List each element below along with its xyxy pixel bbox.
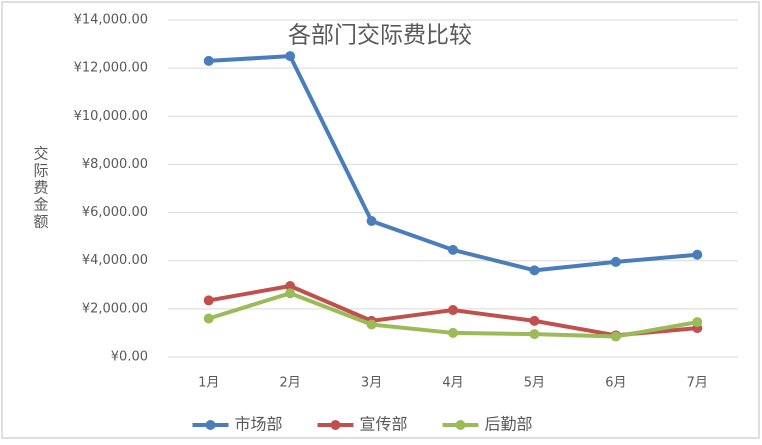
y-tick-label: ¥2,000.00 [82,301,148,316]
data-point [529,329,540,340]
x-tick-label: 1月 [198,376,219,391]
data-point [366,319,377,330]
data-point [203,313,214,324]
data-point [366,215,377,226]
data-point [692,249,703,260]
x-tick-label: 2月 [280,376,301,391]
data-point [285,280,296,291]
x-tick-label: 5月 [524,376,545,391]
data-point [285,288,296,299]
data-point [610,256,621,267]
legend-marker [330,420,341,430]
data-point [448,244,458,255]
legend-label: 后勤部 [485,415,533,434]
data-point [692,317,703,328]
legend-label: 市场部 [235,415,283,434]
data-point [285,51,296,62]
y-tick-label: ¥14,000.00 [74,13,148,28]
y-tick-label: ¥4,000.00 [82,253,148,268]
x-tick-label: 3月 [361,376,382,391]
data-point [529,315,540,326]
y-tick-label: ¥10,000.00 [74,109,148,124]
y-tick-label: ¥12,000.00 [74,61,148,76]
y-tick-label: ¥6,000.00 [82,205,148,220]
legend-label: 宣传部 [360,415,408,434]
data-point [610,331,621,342]
data-point [529,265,540,276]
x-tick-label: 4月 [442,376,463,391]
data-point [448,305,458,316]
y-tick-label: ¥0.00 [111,350,148,365]
y-tick-label: ¥8,000.00 [82,157,148,172]
x-tick-label: 6月 [605,376,626,391]
data-point [203,295,214,306]
legend-marker [455,420,466,430]
y-axis-label: 交际费金额 [32,145,50,231]
x-tick-label: 7月 [687,376,708,391]
data-point [203,55,214,66]
chart-title: 各部门交际费比较 [288,23,472,49]
data-point [448,327,458,338]
legend-marker [205,420,216,430]
